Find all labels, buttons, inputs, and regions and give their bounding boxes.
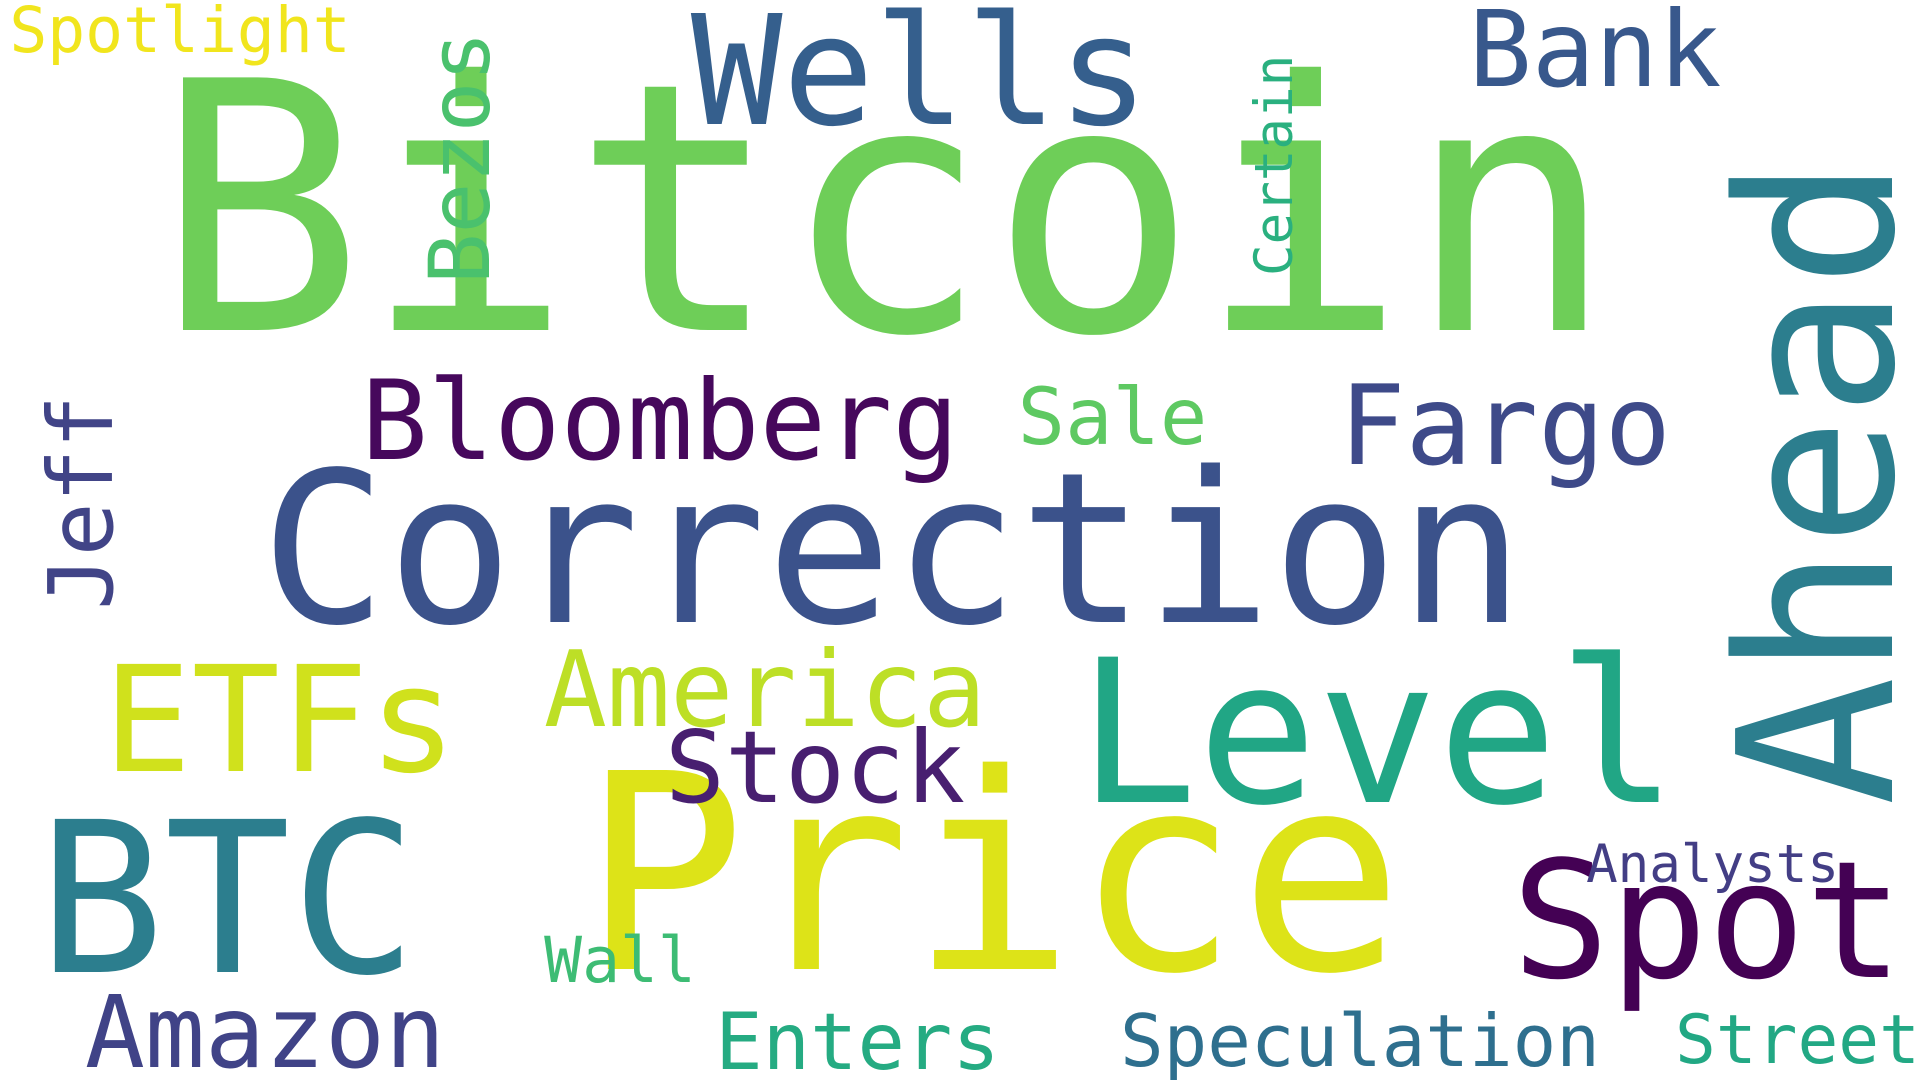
word-sale: Sale: [1017, 371, 1208, 464]
word-bitcoin: Bitcoin: [154, 7, 1616, 412]
word-price: Price: [581, 716, 1404, 1034]
word-correction: Correction: [260, 427, 1525, 672]
word-ahead: Ahead: [1691, 158, 1920, 807]
word-america: America: [543, 628, 987, 751]
word-wells: Wells: [690, 0, 1150, 161]
word-btc: BTC: [37, 777, 418, 1022]
word-street: Street: [1675, 1000, 1920, 1080]
word-speculation: Speculation: [1120, 1000, 1600, 1080]
word-certain: Certain: [1243, 54, 1305, 276]
word-wall: Wall: [544, 923, 696, 997]
word-jeff: Jeff: [29, 395, 134, 610]
word-enters: Enters: [715, 996, 1000, 1080]
word-spotlight: Spotlight: [9, 0, 351, 67]
word-amazon: Amazon: [84, 973, 446, 1080]
word-bloomberg: Bloomberg: [361, 358, 959, 487]
word-bezos: Bezos: [411, 31, 509, 284]
word-analysts: Analysts: [1586, 833, 1839, 895]
word-bank: Bank: [1468, 0, 1722, 111]
word-stock: Stock: [664, 708, 966, 826]
word-etfs: ETFs: [103, 634, 458, 806]
word-fargo: Fargo: [1339, 363, 1671, 492]
word-spot: Spot: [1511, 827, 1904, 1017]
word-level: Level: [1077, 618, 1678, 851]
